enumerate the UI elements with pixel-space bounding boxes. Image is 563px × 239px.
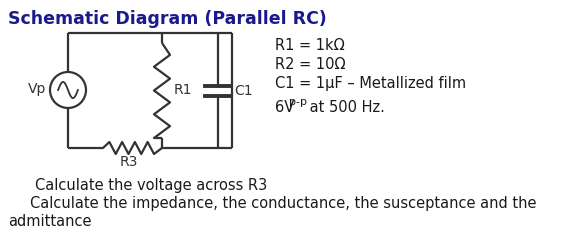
Text: C1: C1: [234, 83, 253, 98]
Text: R1: R1: [174, 83, 193, 97]
Text: p-p: p-p: [289, 97, 307, 107]
Text: R1 = 1kΩ: R1 = 1kΩ: [275, 38, 345, 53]
Text: 6V: 6V: [275, 100, 294, 115]
Text: R2 = 10Ω: R2 = 10Ω: [275, 57, 346, 72]
Text: C1 = 1μF – Metallized film: C1 = 1μF – Metallized film: [275, 76, 466, 91]
Text: Calculate the impedance, the conductance, the susceptance and the: Calculate the impedance, the conductance…: [30, 196, 537, 211]
Text: R3: R3: [119, 155, 138, 169]
Text: Schematic Diagram (Parallel RC): Schematic Diagram (Parallel RC): [8, 10, 327, 28]
Text: at 500 Hz.: at 500 Hz.: [305, 100, 385, 115]
Text: Calculate the voltage across R3: Calculate the voltage across R3: [35, 178, 267, 193]
Text: admittance: admittance: [8, 214, 92, 229]
Text: Vp: Vp: [28, 82, 46, 96]
